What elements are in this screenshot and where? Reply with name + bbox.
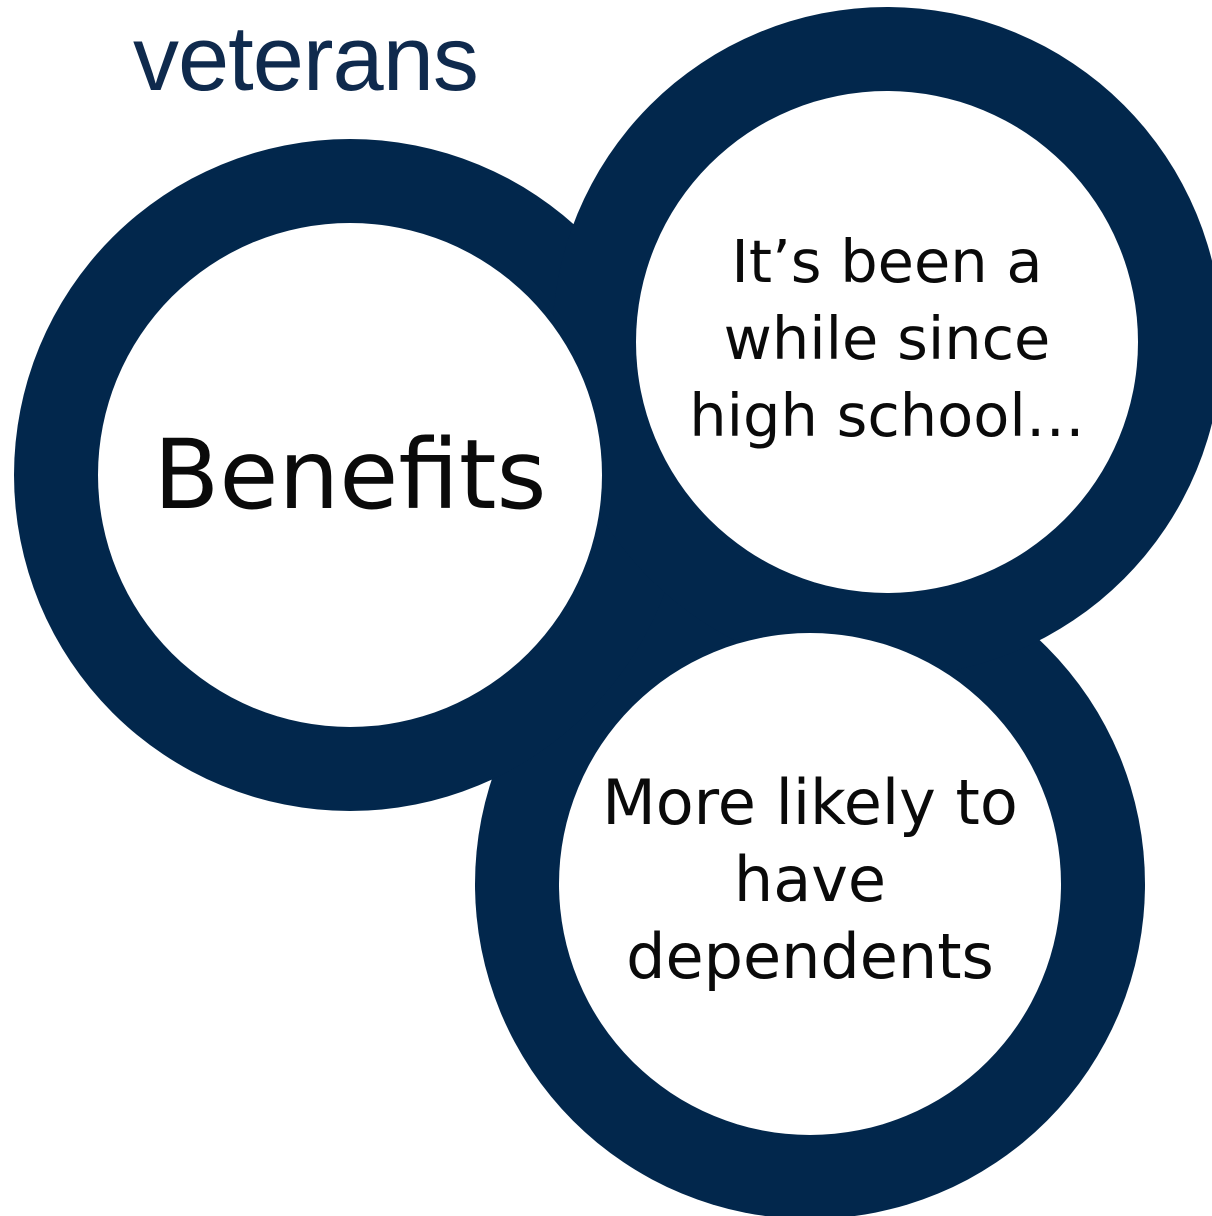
dependents-label: More likely to have dependents — [560, 634, 1060, 1134]
circle-right-line-3: high school… — [689, 380, 1085, 450]
page-title: veterans — [133, 8, 479, 110]
circle-bottom-line-2: have — [733, 842, 887, 916]
circle-bottom-face — [559, 633, 1061, 1135]
high-school-label: It’s been a while since high school… — [637, 92, 1137, 592]
circle-left-line-1: Benefits — [153, 419, 547, 531]
benefits-label: Benefits — [100, 225, 600, 725]
circle-right-line-1: It’s been a — [731, 226, 1043, 296]
circle-left-face — [98, 223, 602, 727]
circle-right-face — [636, 91, 1138, 593]
circle-bottom-line-3: dependents — [626, 919, 994, 993]
circle-right-line-2: while since — [723, 303, 1051, 373]
circle-bottom-line-1: More likely to — [602, 765, 1018, 839]
